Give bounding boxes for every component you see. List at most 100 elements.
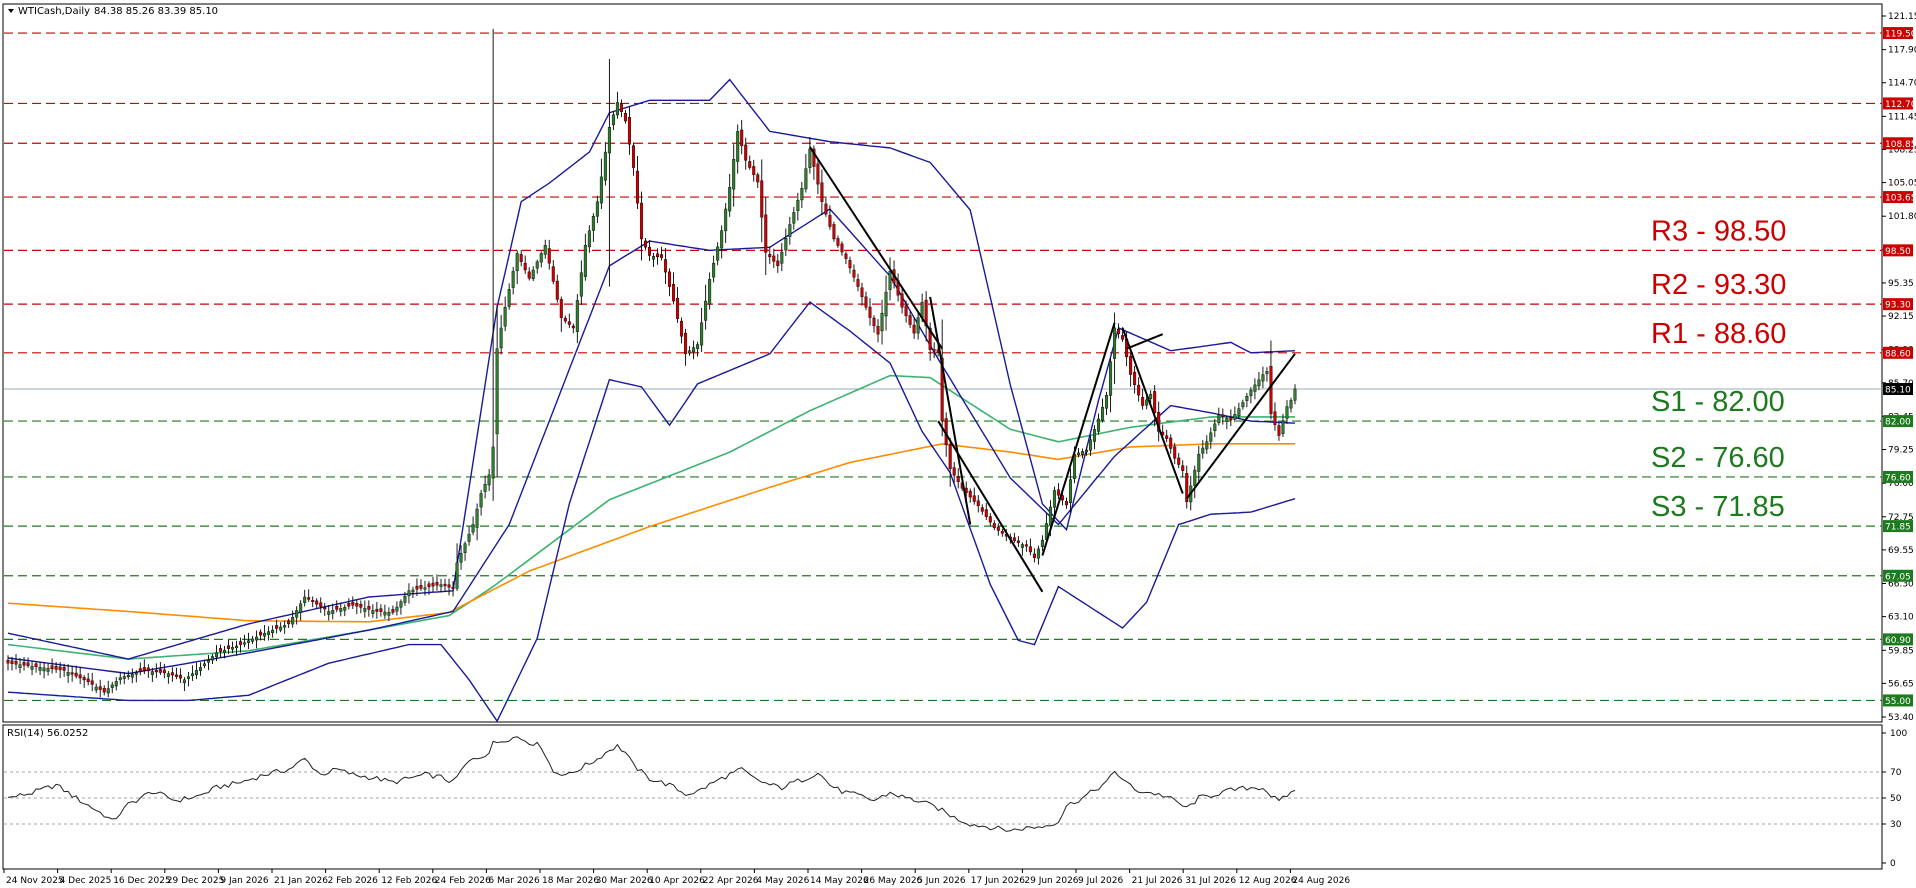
candle — [491, 28, 495, 501]
level-tag-label: 98.50 — [1885, 247, 1911, 257]
candle — [439, 578, 443, 593]
candle — [643, 237, 647, 251]
level-tag — [1883, 694, 1913, 707]
candle — [74, 665, 78, 679]
time-tick-label: 12 Aug 2026 — [1239, 876, 1297, 886]
candle — [267, 626, 271, 641]
candle — [904, 300, 908, 323]
time-tick-label: 30 Mar 2026 — [596, 876, 653, 886]
candle — [1133, 365, 1137, 394]
level-tag — [1883, 470, 1913, 483]
candle — [255, 630, 259, 649]
candle — [615, 91, 619, 119]
candle — [672, 272, 676, 305]
candle — [1089, 435, 1093, 456]
candle — [579, 260, 583, 305]
time-tick-label: 5 Jun 2026 — [917, 876, 966, 886]
candle — [134, 670, 138, 683]
candle — [804, 153, 808, 193]
candle — [1253, 378, 1257, 400]
candle — [535, 259, 539, 274]
candle — [712, 255, 716, 283]
candle — [1197, 445, 1201, 482]
candle — [652, 252, 656, 267]
candle — [768, 246, 772, 264]
candle — [178, 668, 182, 683]
time-tick-label: 4 May 2026 — [756, 876, 809, 886]
candle — [1076, 448, 1080, 458]
time-tick-label: 9 Jul 2026 — [1078, 876, 1123, 886]
level-tag-label: 103.65 — [1885, 194, 1916, 204]
candle — [227, 639, 231, 654]
candle — [756, 172, 760, 189]
candle — [487, 468, 491, 492]
time-tick-label: 12 Feb 2026 — [381, 876, 437, 886]
candle — [483, 475, 487, 499]
time-tick-label: 29 Jun 2026 — [1024, 876, 1078, 886]
candle — [1225, 415, 1229, 430]
candle — [744, 137, 748, 170]
candle — [174, 667, 178, 680]
candle — [984, 502, 988, 520]
candle — [154, 663, 158, 679]
candle — [146, 664, 150, 678]
candle — [335, 600, 339, 613]
price-tick-label: 121.15 — [1888, 12, 1916, 22]
bb_up-line — [7, 78, 1296, 660]
candle — [832, 221, 836, 242]
candle — [1081, 448, 1085, 459]
candle — [1221, 408, 1225, 425]
candle — [431, 576, 435, 592]
candle — [423, 580, 427, 596]
candle — [1177, 452, 1181, 469]
candle — [78, 667, 82, 684]
time-tick-label: 21 Jul 2026 — [1132, 876, 1183, 886]
bb_mid-line — [7, 208, 1296, 675]
candle — [194, 662, 198, 680]
candle — [467, 526, 471, 546]
candle — [311, 596, 315, 608]
candle — [976, 495, 980, 513]
candle — [531, 266, 535, 281]
candle — [46, 663, 50, 676]
candle — [1141, 388, 1145, 410]
candle — [676, 287, 680, 323]
candle — [503, 296, 507, 332]
candle — [591, 213, 595, 242]
candle — [50, 658, 54, 674]
candle — [271, 625, 275, 638]
candle — [1285, 400, 1289, 424]
collapse-triangle-icon[interactable] — [8, 9, 14, 13]
level-tag — [1883, 191, 1913, 204]
candle — [547, 239, 551, 270]
candle — [303, 589, 307, 607]
level-tag-label: 112.70 — [1885, 100, 1916, 110]
trendlines-layer — [809, 146, 1296, 593]
candle — [343, 604, 347, 617]
candle — [708, 272, 712, 310]
candle — [724, 203, 728, 244]
level-tag-label: 82.00 — [1885, 418, 1911, 428]
candle — [507, 283, 511, 310]
trendline — [809, 146, 944, 350]
rsi-panel: 100 70 50 30 0 — [4, 729, 1907, 869]
candle — [852, 264, 856, 283]
candle — [1245, 392, 1249, 408]
ma_green-line — [7, 374, 1295, 660]
bb_low-line — [7, 301, 1296, 723]
time-tick-label: 24 Feb 2026 — [435, 876, 491, 886]
candle — [223, 645, 227, 659]
trendline — [1185, 353, 1296, 500]
candle — [30, 660, 34, 676]
candle — [126, 670, 130, 680]
candle — [1173, 442, 1177, 465]
candle — [900, 288, 904, 314]
candle — [1129, 353, 1133, 387]
trendline — [1126, 333, 1164, 350]
price-tick-label: 56.65 — [1888, 679, 1914, 689]
rsi-tick-label: 0 — [1890, 859, 1896, 869]
candle — [463, 541, 467, 561]
candle — [58, 662, 62, 679]
trendline — [929, 296, 972, 525]
time-tick-label: 2 Feb 2026 — [328, 876, 379, 886]
